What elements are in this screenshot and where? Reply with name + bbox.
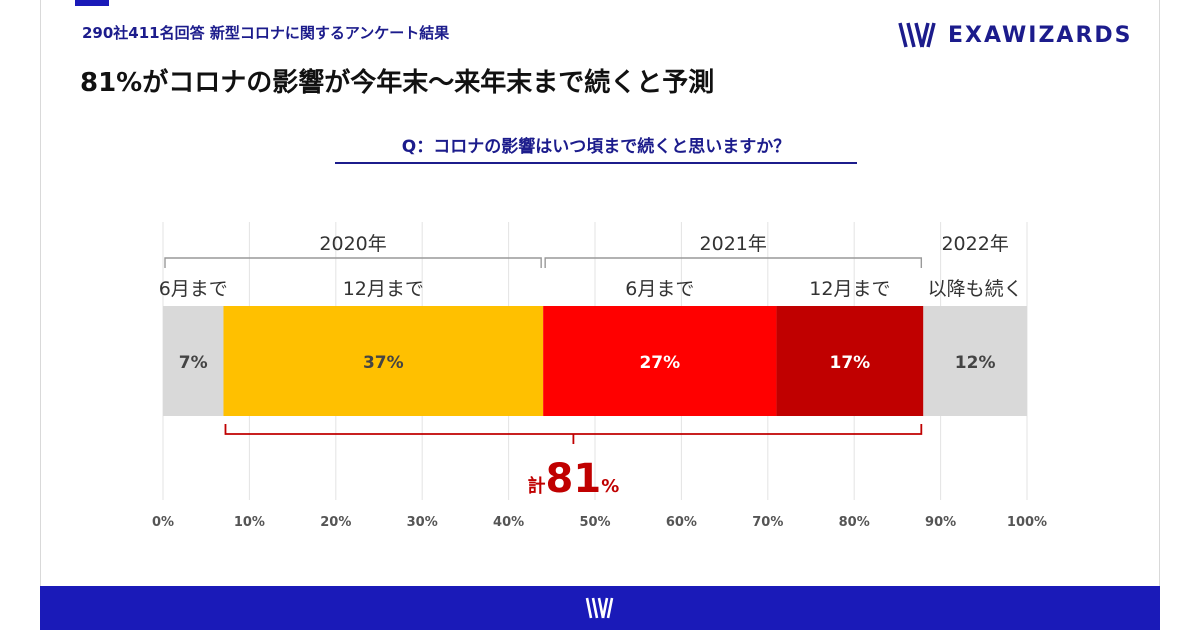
segment-category-label: 12月まで	[809, 278, 890, 300]
x-tick-label: 50%	[579, 515, 610, 530]
bar-segment	[163, 306, 224, 416]
bar-segment	[543, 306, 777, 416]
segment-category-label: 12月まで	[343, 278, 424, 300]
year-bracket	[544, 257, 923, 268]
x-tick-label: 10%	[234, 515, 265, 530]
slide-title: 81%がコロナの影響が今年末〜来年末まで続くと予測	[80, 68, 715, 98]
total-annotation: 計81%	[528, 456, 620, 502]
x-tick-label: 0%	[152, 515, 174, 530]
brand-mark-icon	[898, 22, 936, 48]
bar-segment	[223, 306, 544, 416]
survey-subtitle: 290社411名回答 新型コロナに関するアンケート結果	[82, 24, 450, 42]
segment-category-label: 6月まで	[159, 278, 228, 300]
survey-question: Q：コロナの影響はいつ頃まで続くと思いますか？	[401, 137, 791, 157]
bar-value-label: 27%	[639, 353, 680, 373]
brand-logo: EXAWIZARDS	[898, 18, 1133, 52]
bar-value-label: 17%	[830, 353, 871, 373]
x-tick-label: 100%	[1007, 515, 1047, 530]
footer-brand-icon	[585, 597, 614, 619]
bar-value-label: 12%	[955, 353, 996, 373]
corner-tab	[75, 0, 109, 6]
segment-category-label: 6月まで	[625, 278, 694, 300]
year-label: 2022年	[941, 233, 1008, 255]
bar-value-label: 7%	[179, 353, 208, 373]
year-bracket	[164, 257, 542, 268]
year-label: 2021年	[700, 233, 767, 255]
brand-name: EXAWIZARDS	[948, 22, 1133, 48]
total-bracket	[224, 424, 923, 444]
question-underline	[335, 162, 857, 164]
year-label: 2020年	[319, 233, 386, 255]
x-tick-label: 20%	[320, 515, 351, 530]
bar-value-label: 37%	[363, 353, 404, 373]
x-tick-label: 40%	[493, 515, 524, 530]
x-tick-label: 60%	[666, 515, 697, 530]
segment-category-label: 以降も続く	[928, 278, 1023, 300]
bar-segment	[776, 306, 924, 416]
x-tick-label: 90%	[925, 515, 956, 530]
x-tick-label: 80%	[839, 515, 870, 530]
bar-segment	[923, 306, 1027, 416]
x-tick-label: 70%	[752, 515, 783, 530]
x-tick-label: 30%	[407, 515, 438, 530]
